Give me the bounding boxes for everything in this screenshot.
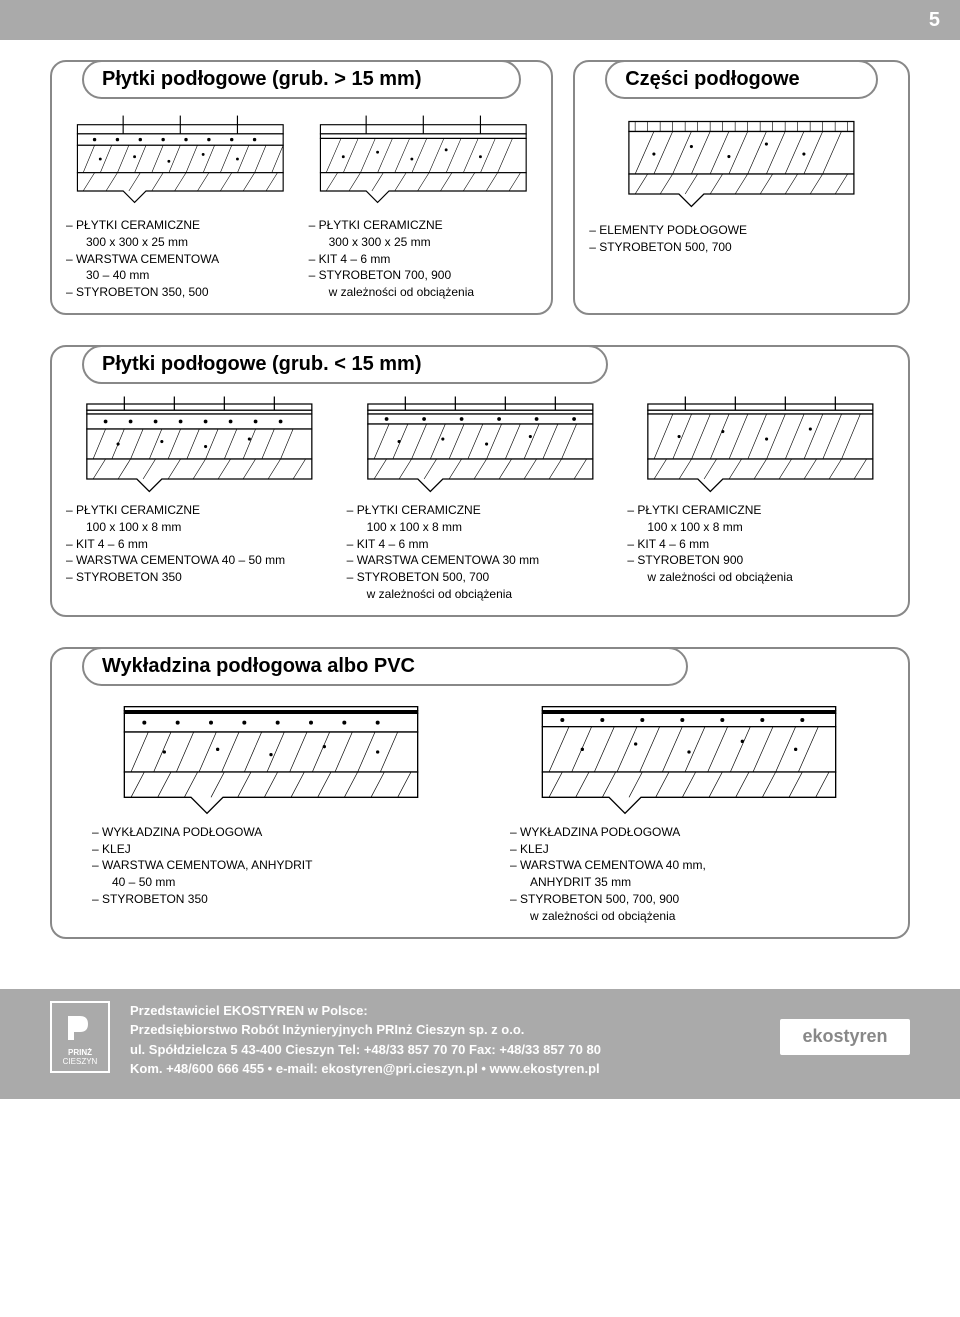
section-1: Płytki podłogowe (grub. > 15 mm) — [50, 60, 910, 315]
spec-s2-2: PŁYTKI CERAMICZNE100 x 100 x 8 mm KIT 4 … — [347, 502, 614, 603]
page-content: Płytki podłogowe (grub. > 15 mm) — [0, 40, 960, 989]
card-header-pvc: Wykładzina podłogowa albo PVC — [82, 647, 688, 686]
diagram-s2-3 — [627, 394, 894, 494]
card-thin-tiles: Płytki podłogowe (grub. < 15 mm) — [50, 345, 910, 617]
card-pvc: Wykładzina podłogowa albo PVC — [50, 647, 910, 939]
footer-line4: Kom. +48/600 666 455 • e-mail: ekostyren… — [130, 1061, 600, 1076]
diagram-s1-mid — [309, 109, 538, 209]
card-header-thick: Płytki podłogowe (grub. > 15 mm) — [82, 60, 521, 99]
logo-ekostyren: ekostyren — [780, 1019, 910, 1055]
spec-s1-mid: PŁYTKI CERAMICZNE300 x 300 x 25 mm KIT 4… — [309, 217, 538, 301]
logo-prinz: PRINŻ CIESZYN — [50, 1001, 110, 1073]
diagram-s1-left — [66, 109, 295, 209]
page-number: 5 — [929, 9, 940, 32]
spec-s1-left: PŁYTKI CERAMICZNE300 x 300 x 25 mm WARST… — [66, 217, 295, 301]
spec-s2-3: PŁYTKI CERAMICZNE100 x 100 x 8 mm KIT 4 … — [627, 502, 894, 603]
card-header-parts: Części podłogowe — [605, 60, 878, 99]
card-thick-tiles: Płytki podłogowe (grub. > 15 mm) — [50, 60, 553, 315]
spec-s3-1: WYKŁADZINA PODŁOGOWA KLEJ WARSTWA CEMENT… — [92, 824, 450, 925]
page-number-bar: 5 — [0, 0, 960, 40]
spec-s2-1: PŁYTKI CERAMICZNE100 x 100 x 8 mm KIT 4 … — [66, 502, 333, 603]
footer-line3: ul. Spółdzielcza 5 43-400 Cieszyn Tel: +… — [130, 1042, 601, 1057]
footer-line2: Przedsiębiorstwo Robót Inżynieryjnych PR… — [130, 1022, 524, 1037]
card-floor-parts: Części podłogowe — [573, 60, 910, 315]
footer-text: Przedstawiciel EKOSTYREN w Polsce: Przed… — [130, 1001, 760, 1079]
diagram-s2-1 — [66, 394, 333, 494]
prinz-icon — [60, 1008, 100, 1048]
spec-s1-right: ELEMENTY PODŁOGOWE STYROBETON 500, 700 — [589, 222, 894, 256]
page-footer: PRINŻ CIESZYN Przedstawiciel EKOSTYREN w… — [0, 989, 960, 1099]
spec-s3-2: WYKŁADZINA PODŁOGOWA KLEJ WARSTWA CEMENT… — [510, 824, 868, 925]
diagram-s1-right — [589, 109, 894, 209]
diagram-s3-1 — [92, 696, 450, 816]
footer-line1: Przedstawiciel EKOSTYREN w Polsce: — [130, 1003, 368, 1018]
diagram-s3-2 — [510, 696, 868, 816]
card-header-thin: Płytki podłogowe (grub. < 15 mm) — [82, 345, 608, 384]
diagram-s2-2 — [347, 394, 614, 494]
